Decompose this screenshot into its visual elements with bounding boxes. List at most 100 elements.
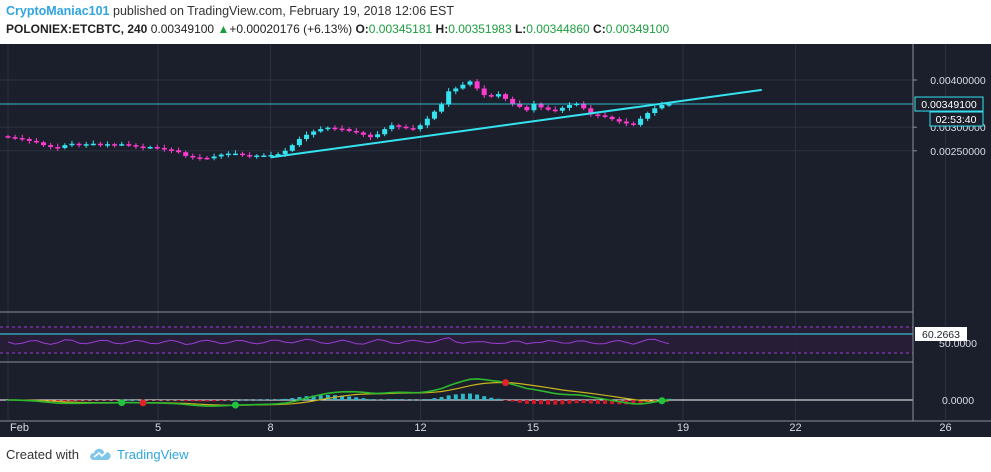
candle-down <box>517 103 523 107</box>
last-price-label: 0.00349100 <box>921 99 977 111</box>
up-arrow-icon: ▲ <box>217 22 230 36</box>
candle-down <box>112 144 118 146</box>
macd-histogram-bar <box>169 400 174 401</box>
macd-histogram-bar <box>396 399 401 400</box>
grid-lines <box>0 44 946 421</box>
candle-up <box>531 103 537 111</box>
price-axis: 0.004000000.003000000.002500000.00349100… <box>912 44 986 421</box>
macd-histogram-bar <box>84 400 89 401</box>
macd-histogram-bar <box>148 400 153 401</box>
author-link[interactable]: CryptoManiac101 <box>6 4 110 18</box>
candle-up <box>389 125 395 130</box>
macd-histogram-bar <box>354 397 359 400</box>
macd-histogram-bar <box>183 400 188 402</box>
macd-histogram-bar <box>389 399 394 400</box>
tradingview-brand[interactable]: TradingView <box>117 447 189 462</box>
candle-down <box>360 132 366 135</box>
macd-histogram-bar <box>268 399 273 400</box>
macd-histogram-bar <box>254 399 259 401</box>
macd-histogram-bar <box>432 398 437 400</box>
close-value: 0.00349100 <box>605 22 670 36</box>
rsi-value-label: 60.2663 <box>922 329 960 341</box>
chart-area[interactable]: 0.00400000 0.00300000 0.00250000 0.00349100… <box>0 44 991 437</box>
macd-histogram-bar <box>510 400 515 402</box>
candle-down <box>97 143 103 146</box>
countdown-label: 02:53:40 <box>936 114 977 126</box>
macd-cross-marker <box>658 397 666 405</box>
macd-histogram-bar <box>503 400 508 401</box>
time-tick-label: 19 <box>677 422 689 434</box>
candle-down <box>197 157 203 159</box>
candle-down <box>190 155 196 158</box>
candle-down <box>595 114 601 116</box>
macd-histogram-bar <box>553 400 558 405</box>
price-tick-label: 0.00400000 <box>930 75 986 87</box>
candle-down <box>346 129 352 131</box>
candle-down <box>176 150 182 153</box>
macd-histogram-bar <box>62 400 67 402</box>
macd-histogram-bar <box>261 399 266 401</box>
candle-down <box>367 134 373 138</box>
time-tick-label: 8 <box>267 422 273 434</box>
candle-up <box>645 113 651 119</box>
macd-histogram-bar <box>126 399 131 401</box>
candle-down <box>55 147 61 149</box>
chart-canvas[interactable]: 0.004000000.003000000.002500000.00349100… <box>0 44 991 437</box>
time-tick-label: 12 <box>414 422 426 434</box>
candle-down <box>76 143 82 146</box>
high-label: H: <box>435 22 449 36</box>
candle-down <box>396 125 402 127</box>
candle-up <box>296 139 302 146</box>
macd-histogram-bar <box>190 400 195 402</box>
candle-down <box>339 128 345 131</box>
candle-up <box>211 156 217 159</box>
macd-histogram-bar <box>531 400 536 404</box>
candle-down <box>503 94 509 99</box>
macd-histogram-bar <box>197 400 202 402</box>
macd-histogram-bar <box>247 399 252 401</box>
macd-histogram-bar <box>340 395 345 400</box>
macd-histogram-bar <box>297 397 302 400</box>
time-tick-label: 22 <box>789 422 801 434</box>
macd-tick-label: 0.0000 <box>942 395 974 407</box>
publish-line: CryptoManiac101 published on TradingView… <box>6 4 454 18</box>
macd-histogram-bar <box>581 400 586 404</box>
footer: Created with TradingView <box>0 440 991 472</box>
candle-series <box>0 79 913 161</box>
time-tick-label: 15 <box>527 422 539 434</box>
macd-histogram-bar <box>112 400 117 401</box>
macd-cross-marker <box>118 399 126 407</box>
macd-histogram-bar <box>539 400 544 405</box>
candle-down <box>126 144 132 146</box>
macd-histogram-bar <box>652 400 657 401</box>
candle-down <box>240 153 246 156</box>
macd-histogram-bar <box>91 400 96 401</box>
candle-up <box>382 129 388 135</box>
candle-down <box>133 145 139 147</box>
candle-up <box>119 144 125 146</box>
candle-up <box>666 104 672 106</box>
macd-histogram-bar <box>133 399 138 401</box>
rsi-line <box>7 337 670 346</box>
candle-up <box>83 144 89 146</box>
macd-histogram-bar <box>233 399 238 401</box>
macd-histogram-bar <box>240 399 245 401</box>
candle-up <box>495 94 501 97</box>
candle-down <box>41 142 47 146</box>
close-label: C: <box>593 22 606 36</box>
macd-histogram-bar <box>411 399 416 401</box>
macd-histogram-bar <box>567 400 572 404</box>
published-text: published on TradingView.com, February 1… <box>113 4 454 18</box>
macd-histogram-bar <box>517 400 522 403</box>
candle-down <box>12 137 18 139</box>
candle-down <box>168 149 174 151</box>
macd-histogram-bar <box>69 400 74 402</box>
ohlc-line: POLONIEX:ETCBTC, 240 0.00349100 ▲+0.0002… <box>6 22 669 36</box>
macd-histogram-bar <box>276 399 281 400</box>
candle-down <box>630 123 636 125</box>
macd-histogram-bar <box>212 400 217 402</box>
rsi-value-badge <box>915 327 967 341</box>
candle-up <box>460 84 466 89</box>
trendline-layer[interactable] <box>270 88 762 159</box>
candle-up <box>566 105 572 108</box>
